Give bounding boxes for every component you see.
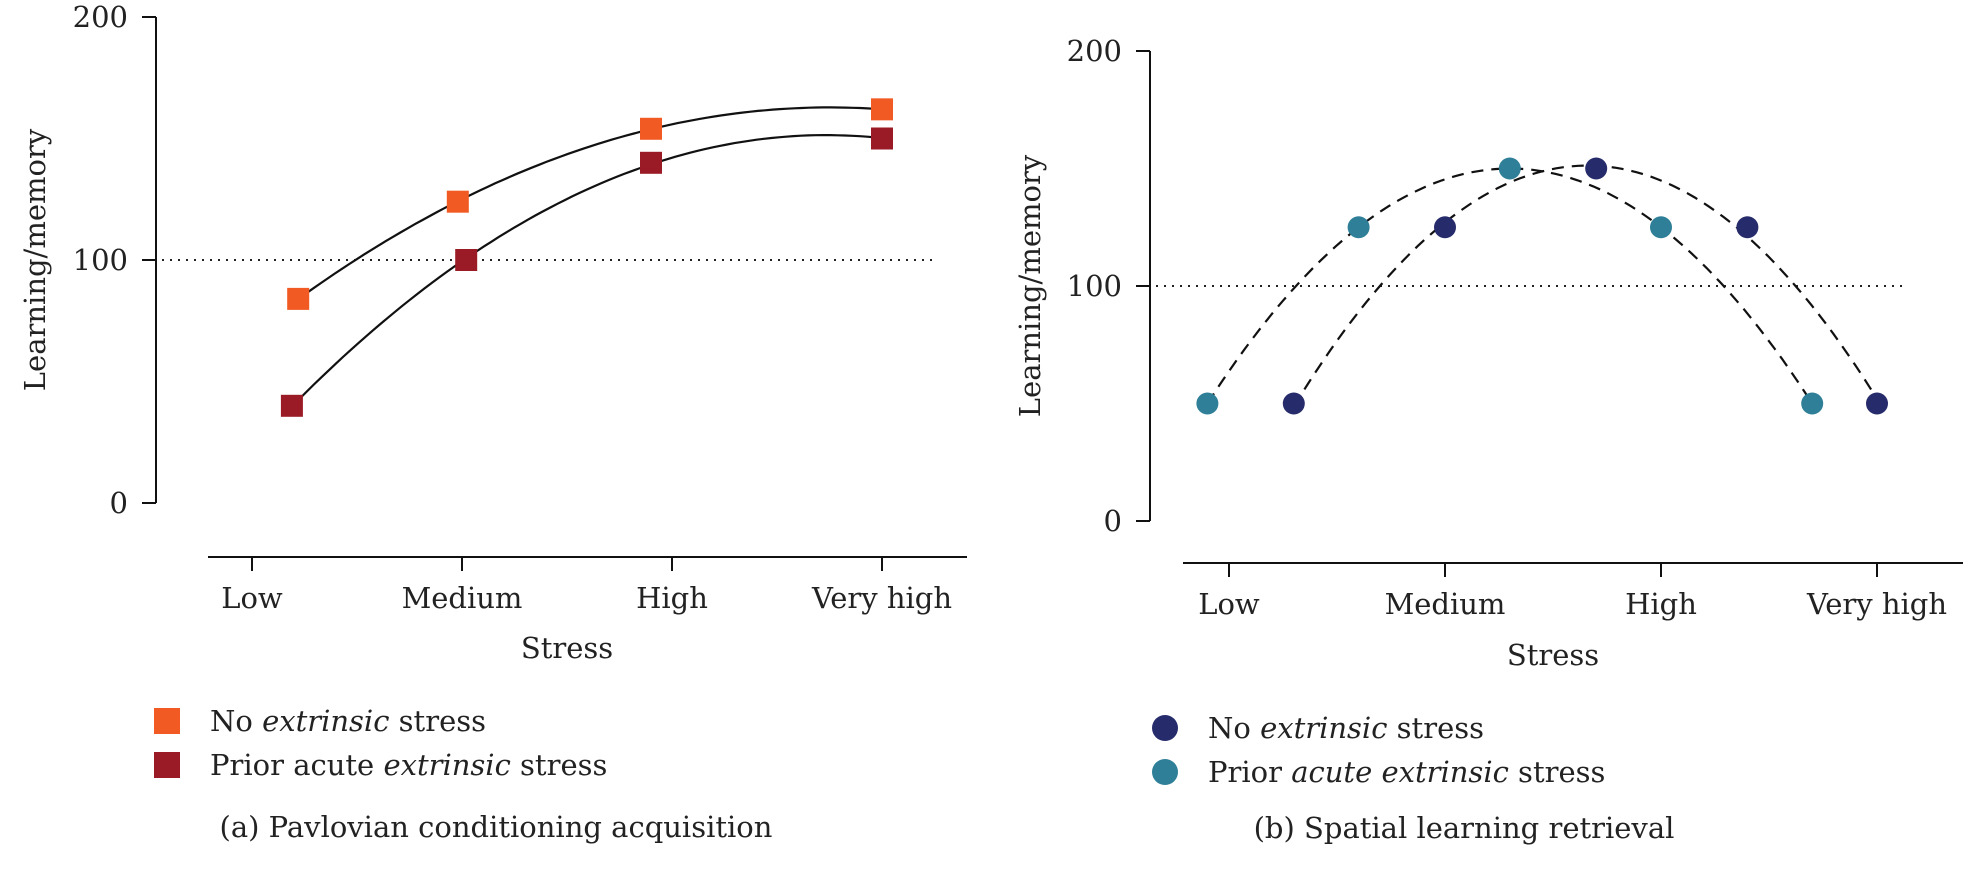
y-axis-title: Learning/memory (1013, 154, 1047, 417)
x-axis-title: Stress (1507, 638, 1599, 672)
legend-swatch (154, 752, 180, 778)
x-tick-label: Low (221, 581, 283, 615)
x-tick-label: High (636, 581, 708, 615)
fit-curve (291, 134, 883, 408)
data-point-b-series1 (1866, 392, 1888, 415)
panel-b-spatial-chart: 0 100 200 Learning/memory Low Medium High Very … (1013, 34, 1963, 845)
fit-curve (1292, 164, 1878, 407)
data-point-b-series2 (1650, 216, 1672, 239)
fit-curve (1206, 167, 1814, 405)
data-point-b-series1 (1585, 157, 1608, 180)
x-tick-label: Low (1198, 587, 1260, 621)
data-point-b-series2 (1196, 392, 1219, 415)
y-tick-label: 200 (73, 0, 128, 34)
data-point-b-series2 (1347, 216, 1370, 239)
x-axis-title: Stress (521, 631, 613, 665)
panel-caption: (b) Spatial learning retrieval (1254, 811, 1675, 845)
x-tick-label: Very high (1806, 587, 1947, 621)
legend-swatch (154, 708, 180, 734)
legend-label: No extrinsic stress (210, 704, 486, 738)
y-tick-label: 0 (1104, 504, 1122, 538)
data-point-a-series2 (871, 127, 893, 150)
data-point-b-series2 (1801, 392, 1824, 415)
y-tick-label: 100 (73, 243, 128, 277)
data-point-a-series1 (871, 98, 893, 121)
x-tick-label: Very high (811, 581, 952, 615)
x-tick-label: High (1625, 587, 1697, 621)
data-point-a-series2 (455, 249, 478, 271)
data-point-b-series2 (1498, 157, 1521, 180)
data-point-a-series1 (287, 287, 310, 310)
data-point-a-series2 (280, 394, 303, 417)
y-tick-label: 0 (110, 486, 128, 520)
y-tick-label: 200 (1067, 34, 1122, 68)
legend-label: No extrinsic stress (1208, 711, 1484, 745)
legend-swatch (1152, 715, 1178, 741)
y-tick-label: 100 (1067, 269, 1122, 303)
legend-label: Prior acute extrinsic stress (210, 748, 607, 782)
x-tick-label: Medium (1385, 587, 1506, 621)
fit-curve (297, 106, 883, 300)
data-point-a-series1 (446, 190, 469, 213)
data-point-b-series1 (1736, 216, 1759, 239)
x-tick-label: Medium (402, 581, 523, 615)
data-point-a-series2 (640, 151, 662, 174)
data-point-a-series1 (640, 117, 662, 140)
panel-a-pavlovian-chart: 0 100 200 Learning/memory Low Medium High Very … (18, 0, 967, 844)
y-axis-title: Learning/memory (18, 128, 52, 391)
legend-label: Prior acute extrinsic stress (1208, 755, 1605, 789)
data-point-b-series1 (1282, 392, 1305, 415)
data-point-b-series1 (1434, 216, 1456, 239)
panel-caption: (a) Pavlovian conditioning acquisition (220, 810, 773, 844)
legend-swatch (1152, 759, 1178, 785)
